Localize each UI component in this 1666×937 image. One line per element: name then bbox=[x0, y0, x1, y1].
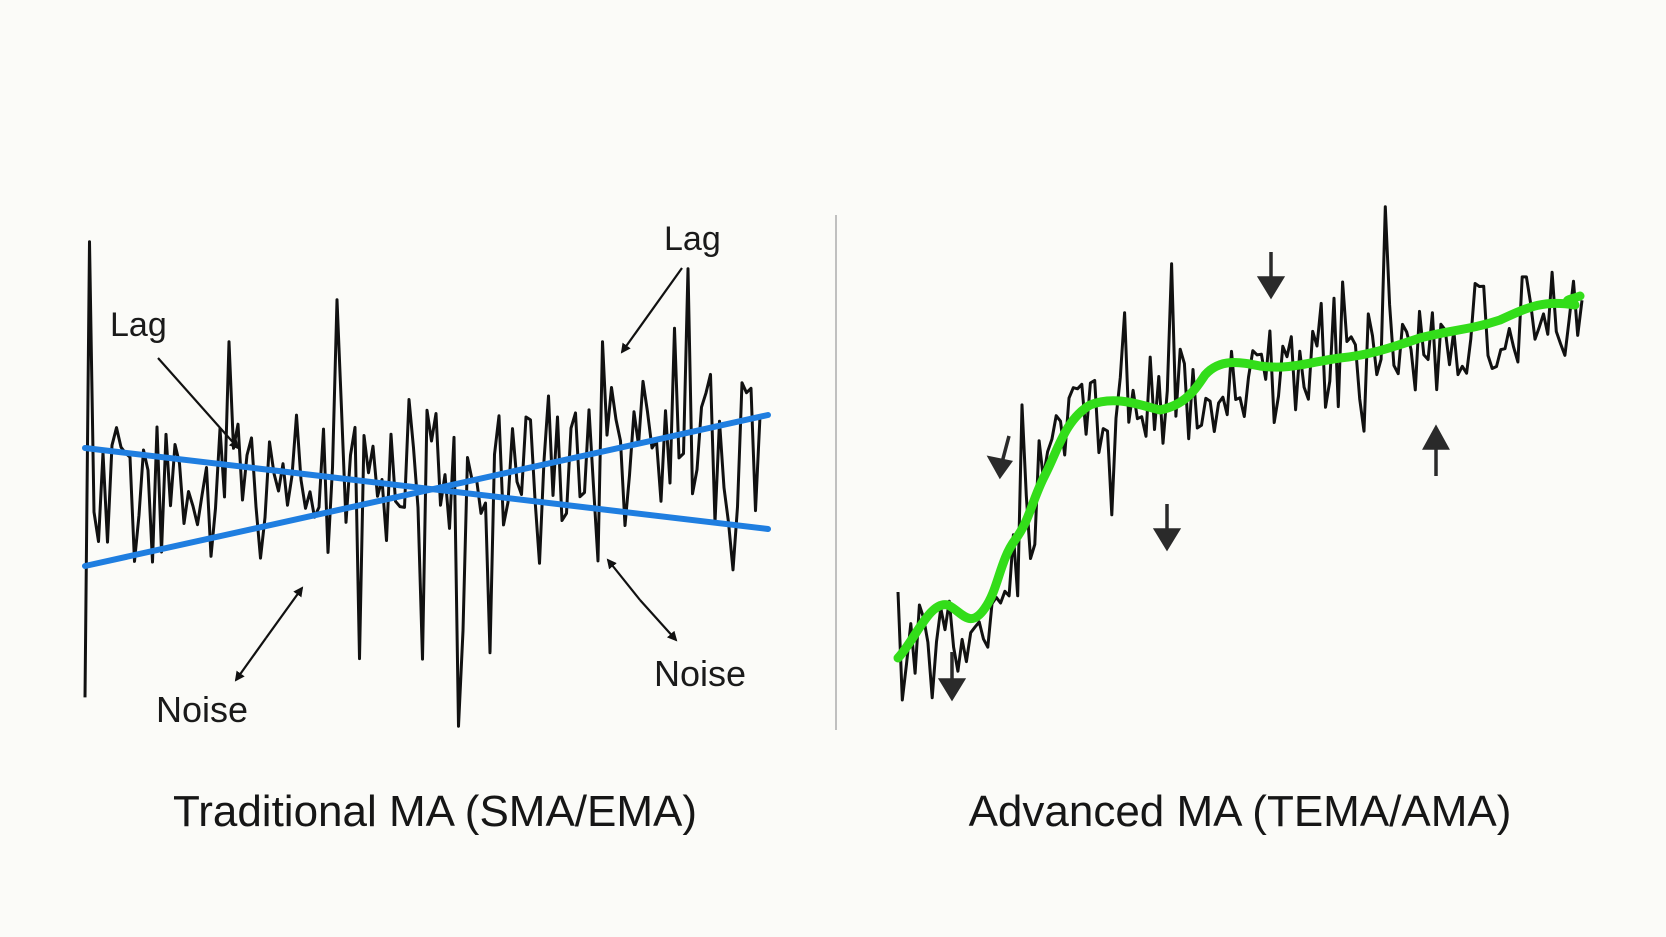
lag-label-right: Lag bbox=[664, 220, 721, 258]
left-ma-rising-line bbox=[82, 412, 771, 569]
noise-label-right: Noise bbox=[654, 653, 746, 694]
left-caption: Traditional MA (SMA/EMA) bbox=[173, 787, 697, 836]
noise-arrow-right-top bbox=[606, 558, 641, 601]
down-arrow-4-head bbox=[1256, 276, 1286, 300]
lag-label-left: Lag bbox=[110, 306, 167, 344]
noise-label-left: Noise bbox=[156, 689, 248, 730]
left-price-series bbox=[83, 240, 762, 728]
lag-arrow-left bbox=[157, 357, 240, 450]
right-price-series bbox=[896, 205, 1584, 702]
noise-arrow-left-top bbox=[265, 586, 304, 639]
noise-arrow-right-bottom bbox=[639, 599, 678, 642]
down-arrow-2-head bbox=[937, 678, 967, 702]
right-arrows bbox=[937, 252, 1450, 702]
right-ma-curve bbox=[893, 291, 1585, 663]
down-arrow-1-head bbox=[986, 455, 1013, 480]
down-arrow-3-head bbox=[1152, 528, 1182, 552]
noise-arrow-left bbox=[234, 637, 267, 682]
lag-arrow-right bbox=[620, 267, 683, 354]
left-panel: Lag Lag Noise Noise Traditional MA (SMA/… bbox=[82, 220, 771, 836]
right-panel: Advanced MA (TEMA/AMA) bbox=[893, 205, 1585, 836]
right-caption: Advanced MA (TEMA/AMA) bbox=[969, 787, 1512, 836]
up-arrow-1-head bbox=[1422, 424, 1450, 450]
